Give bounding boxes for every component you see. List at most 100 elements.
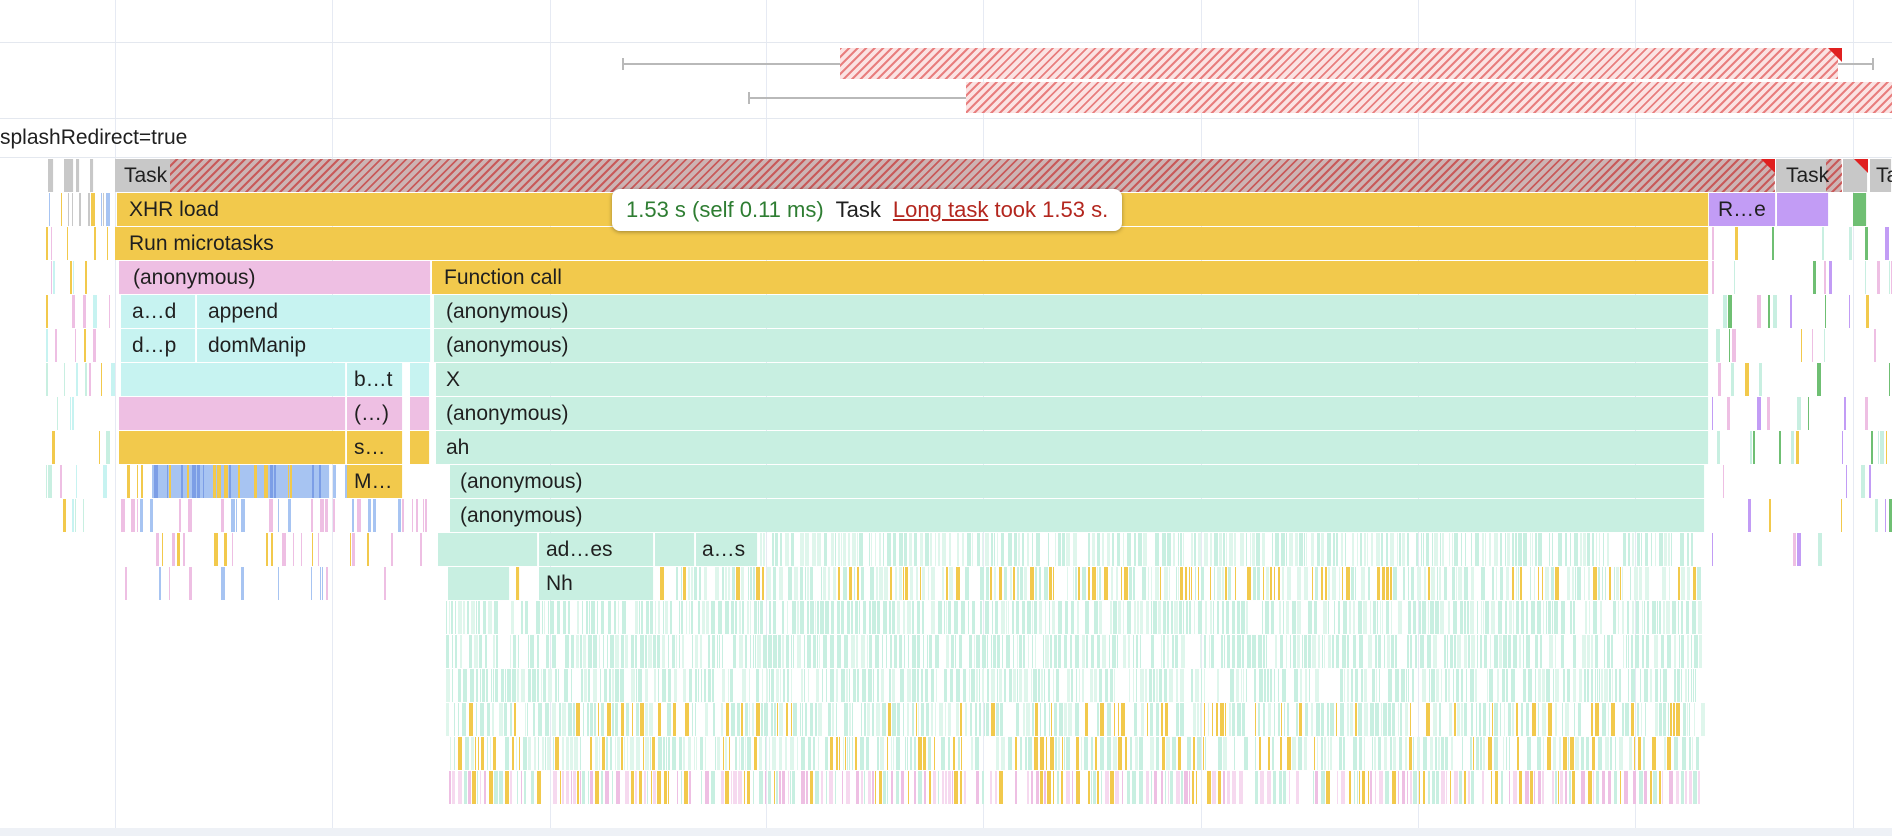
call-slice[interactable]	[588, 669, 590, 702]
call-slice[interactable]	[1295, 533, 1298, 566]
call-slice[interactable]	[532, 669, 536, 702]
call-slice[interactable]	[131, 499, 135, 532]
call-slice[interactable]	[1274, 567, 1275, 600]
call-slice[interactable]	[825, 601, 829, 634]
call-slice[interactable]	[869, 601, 871, 634]
call-slice[interactable]	[1097, 771, 1099, 804]
call-slice[interactable]	[1227, 771, 1230, 804]
call-slice[interactable]	[1254, 669, 1256, 702]
call-slice[interactable]	[861, 771, 863, 804]
call-slice[interactable]	[1282, 567, 1284, 600]
call-slice[interactable]	[1023, 703, 1025, 736]
call-slice[interactable]	[1601, 669, 1603, 702]
call-slice[interactable]	[1456, 669, 1459, 702]
call-slice[interactable]	[867, 635, 868, 668]
call-slice[interactable]	[1048, 533, 1049, 566]
call-slice[interactable]	[1009, 669, 1012, 702]
call-slice[interactable]	[1591, 635, 1593, 668]
call-slice[interactable]	[688, 567, 690, 600]
call-slice[interactable]	[944, 669, 947, 702]
call-slice[interactable]	[1353, 601, 1355, 634]
slice-bar[interactable]	[121, 363, 346, 396]
call-slice[interactable]	[1561, 635, 1564, 668]
call-slice[interactable]	[1128, 635, 1130, 668]
call-slice[interactable]	[1354, 771, 1355, 804]
call-slice[interactable]	[779, 771, 781, 804]
call-slice[interactable]	[1327, 533, 1331, 566]
call-slice[interactable]	[812, 533, 816, 566]
call-slice[interactable]	[891, 737, 892, 770]
call-slice[interactable]	[1045, 601, 1046, 634]
call-slice[interactable]	[1172, 635, 1174, 668]
call-slice[interactable]	[1174, 601, 1178, 634]
call-slice[interactable]	[1092, 567, 1096, 600]
call-slice[interactable]	[1791, 431, 1794, 464]
anonymous-slice-bar[interactable]	[119, 397, 346, 430]
call-slice[interactable]	[1379, 771, 1383, 804]
call-slice[interactable]	[1049, 567, 1052, 600]
call-slice[interactable]	[1138, 533, 1142, 566]
call-slice[interactable]	[1246, 601, 1248, 634]
call-slice[interactable]	[1587, 635, 1590, 668]
call-slice[interactable]	[1134, 703, 1137, 736]
call-slice[interactable]	[1679, 635, 1680, 668]
call-slice[interactable]	[1314, 737, 1315, 770]
call-slice[interactable]	[1390, 533, 1394, 566]
call-slice[interactable]	[538, 703, 542, 736]
call-slice[interactable]	[1239, 771, 1243, 804]
call-slice[interactable]	[1652, 601, 1656, 634]
call-slice[interactable]	[169, 465, 171, 498]
call-slice[interactable]	[1509, 737, 1510, 770]
call-slice[interactable]	[646, 601, 649, 634]
call-slice[interactable]	[663, 737, 665, 770]
call-slice[interactable]	[1012, 601, 1014, 634]
call-slice[interactable]	[912, 703, 914, 736]
call-slice[interactable]	[1030, 567, 1034, 600]
call-slice[interactable]	[750, 567, 752, 600]
call-slice[interactable]	[1385, 771, 1389, 804]
call-slice[interactable]	[869, 635, 872, 668]
call-slice[interactable]	[1229, 703, 1231, 736]
call-slice[interactable]	[530, 635, 534, 668]
call-slice[interactable]	[1482, 533, 1484, 566]
call-slice[interactable]	[1519, 771, 1522, 804]
call-slice[interactable]	[793, 635, 794, 668]
call-slice[interactable]	[779, 703, 783, 736]
call-slice[interactable]	[454, 703, 455, 736]
x-bar[interactable]: X	[436, 363, 1709, 396]
call-slice[interactable]	[318, 533, 319, 566]
call-slice[interactable]	[1018, 533, 1020, 566]
call-slice[interactable]	[1148, 567, 1149, 600]
call-slice[interactable]	[51, 227, 52, 260]
call-slice[interactable]	[805, 533, 809, 566]
call-slice[interactable]	[638, 669, 642, 702]
call-slice[interactable]	[625, 771, 629, 804]
call-slice[interactable]	[1195, 567, 1196, 600]
layout-bar[interactable]	[1777, 193, 1829, 226]
call-slice[interactable]	[800, 703, 801, 736]
call-slice[interactable]	[907, 601, 911, 634]
call-slice[interactable]	[1016, 601, 1019, 634]
call-slice[interactable]	[624, 737, 625, 770]
call-slice[interactable]	[478, 737, 479, 770]
call-slice[interactable]	[1535, 635, 1538, 668]
call-slice[interactable]	[1065, 601, 1068, 634]
call-slice[interactable]	[655, 601, 656, 634]
call-slice[interactable]	[1347, 703, 1349, 736]
call-slice[interactable]	[1008, 601, 1009, 634]
call-slice[interactable]	[1602, 703, 1606, 736]
call-slice[interactable]	[1048, 669, 1050, 702]
call-slice[interactable]	[941, 737, 945, 770]
call-slice[interactable]	[1364, 703, 1368, 736]
call-slice[interactable]	[996, 703, 999, 736]
call-slice[interactable]	[762, 669, 763, 702]
call-slice[interactable]	[224, 465, 228, 498]
call-slice[interactable]	[622, 601, 626, 634]
call-slice[interactable]	[667, 703, 671, 736]
call-slice[interactable]	[762, 567, 764, 600]
call-slice[interactable]	[1232, 601, 1235, 634]
call-slice[interactable]	[649, 703, 653, 736]
call-slice[interactable]	[1332, 635, 1334, 668]
call-slice[interactable]	[664, 771, 667, 804]
call-slice[interactable]	[1523, 669, 1526, 702]
